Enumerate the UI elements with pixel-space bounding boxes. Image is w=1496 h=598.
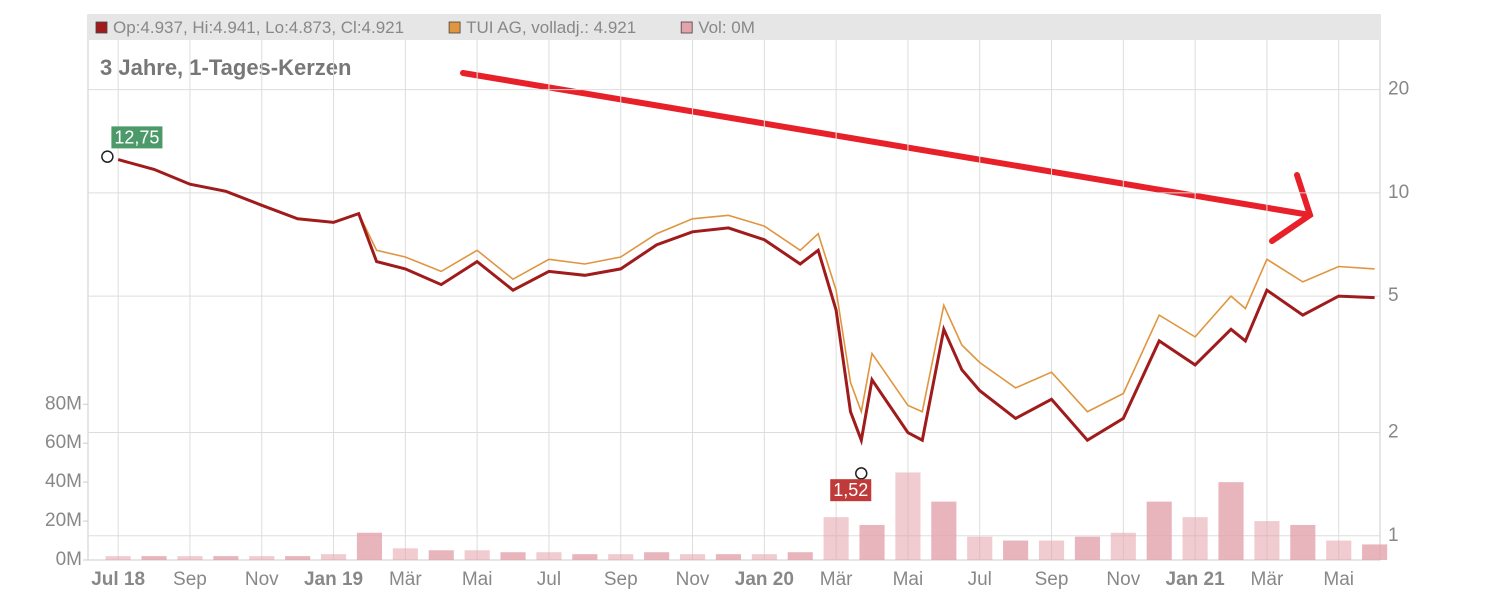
volume-bar [464,550,490,560]
y-tick-label: 5 [1388,285,1399,306]
legend-swatch [680,21,693,34]
y-tick-label: 1 [1388,525,1399,546]
volume-bar [751,554,777,560]
volume-bar [859,524,885,560]
plot-frame [87,14,1381,561]
x-tick-label: Mai [462,569,493,590]
volume-bar [715,554,742,560]
chart-title: 3 Jahre, 1-Tages-Kerzen [100,55,351,80]
volume-bar [1218,482,1244,560]
volume-bar [1182,517,1208,560]
y-tick-label: 2 [1388,422,1399,443]
x-tick-label: Sep [604,569,638,590]
volume-bar [1110,532,1136,560]
volume-bar [428,550,454,560]
volume-bar [1290,524,1316,560]
volume-bar [249,556,275,560]
volume-bar [1254,521,1280,560]
x-tick-label: Jul 18 [91,569,145,590]
annotation-box [111,126,163,149]
volume-bar [141,556,167,560]
volume-bar [1146,501,1172,560]
x-tick-label: Sep [1035,569,1069,590]
x-tick-label: Jan 19 [304,569,363,590]
volume-bar [1326,540,1352,560]
y2-tick-label: 40M [45,471,82,492]
x-tick-label: Mai [893,569,924,590]
extreme-marker [855,467,868,480]
legend-swatch [448,21,461,34]
y2-tick-label: 20M [45,510,82,531]
volume-bar [285,556,311,560]
y2-tick-label: 80M [45,393,82,414]
x-tick-label: Jul [968,569,992,590]
y2-tick-label: 60M [45,432,82,453]
volume-bar [895,472,921,560]
x-tick-label: Nov [676,569,710,590]
x-tick-label: Mai [1323,569,1354,590]
annotation-box [830,479,872,502]
legend-label: Vol: 0M [698,18,755,37]
volume-bar [823,517,849,560]
price-line [117,158,1375,446]
x-tick-label: Jan 20 [735,569,794,590]
volume-bar [931,501,957,560]
extreme-marker [101,150,114,163]
volume-bar [1074,536,1100,560]
volume-bar [572,554,598,560]
volume-bar [320,554,347,560]
y-tick-label: 10 [1388,182,1409,203]
legend-bar [88,15,1380,40]
x-tick-label: Nov [1106,569,1140,590]
legend-label: Op:4.937, Hi:4.941, Lo:4.873, Cl:4.921 [113,18,404,37]
legend-label: TUI AG, volladj.: 4.921 [466,18,636,37]
x-tick-label: Jan 21 [1166,569,1226,590]
volume-bar [608,554,634,560]
volume-bar [392,548,418,560]
volume-bar [1038,540,1065,560]
y2-tick-label: 0M [56,549,82,570]
y-tick-label: 20 [1388,79,1409,100]
volume-bar [500,552,526,560]
annotation-label: 12,75 [114,127,159,147]
volume-bar [1003,540,1029,560]
volume-bar [787,552,813,560]
volume-bar [644,552,670,560]
trend-arrow [460,70,1314,244]
volume-bar [105,556,131,560]
x-tick-label: Nov [245,569,279,590]
x-tick-label: Mär [820,569,853,590]
annotation-label: 1,52 [833,480,868,500]
legend-swatch [95,21,108,34]
volume-bar [1362,544,1388,560]
volume-bar [536,552,562,560]
x-tick-label: Mär [1251,569,1284,590]
volume-bar [213,556,239,560]
volume-bar [679,554,706,560]
volume-bar [967,536,993,560]
x-tick-label: Mär [389,569,422,590]
volume-bar [177,556,203,560]
x-tick-label: Sep [173,569,207,590]
volume-bar [356,532,383,560]
x-tick-label: Jul [537,569,561,590]
price-line [117,158,1375,415]
